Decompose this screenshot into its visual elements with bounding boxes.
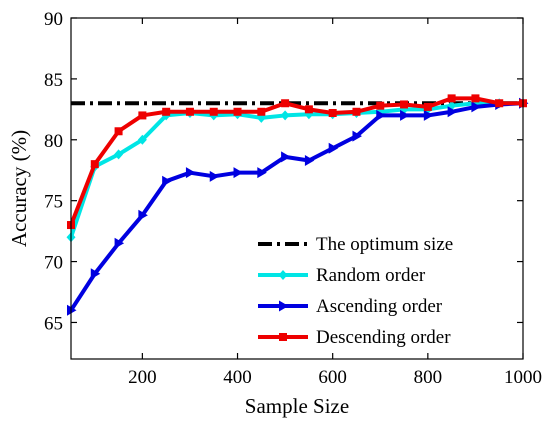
ascending-order-point: [471, 101, 481, 113]
legend-ascending-order-label: Ascending order: [316, 296, 443, 317]
ascending-order-point: [376, 109, 386, 121]
ascending-order-point: [138, 209, 148, 221]
y-tick-label: 70: [44, 253, 63, 274]
ascending-order-point: [447, 106, 458, 118]
descending-order-point: [138, 111, 147, 120]
y-axis-title: Accuracy (%): [7, 130, 31, 247]
series-group: [66, 94, 529, 316]
x-tick-label: 1000: [504, 367, 542, 388]
plot-frame: [70, 17, 524, 360]
ascending-order-point: [400, 109, 410, 121]
legend-descending-order-marker: [279, 333, 287, 341]
y-tick-label: 65: [44, 313, 63, 334]
x-tick-label: 800: [414, 367, 443, 388]
ascending-order-point: [67, 304, 77, 316]
legend: The optimum size Random order Ascending or…: [258, 234, 453, 348]
ascending-order-point: [90, 268, 101, 280]
ascending-order-point: [328, 142, 339, 154]
descending-order-point: [352, 107, 361, 116]
ascending-order-point: [114, 237, 125, 249]
ascending-order-point: [185, 167, 196, 179]
x-tick-label: 200: [128, 367, 157, 388]
descending-order-point: [90, 160, 99, 169]
ascending-order-point: [209, 170, 220, 182]
descending-order-point: [328, 108, 337, 117]
descending-order-point: [400, 100, 409, 109]
ascending-order-point: [281, 151, 291, 163]
legend-descending-order-label: Descending order: [316, 327, 451, 348]
ascending-order-point: [162, 175, 172, 187]
legend-ascending-order-marker: [279, 300, 289, 312]
descending-order-point: [281, 99, 290, 108]
x-axis-title: Sample Size: [245, 394, 349, 418]
legend-random-order-marker: [278, 270, 288, 280]
legend-optimum-label: The optimum size: [316, 234, 453, 255]
random-order-line: [69, 101, 523, 238]
y-tick-label: 80: [44, 131, 63, 152]
ascending-order-point: [233, 167, 244, 179]
random-order-point: [280, 110, 290, 121]
legend-random-order-label: Random order: [316, 265, 426, 286]
descending-order-point: [447, 94, 456, 103]
random-order-point: [114, 149, 124, 160]
descending-order-point: [114, 127, 123, 136]
ascending-order-point: [257, 167, 267, 179]
descending-order-point: [162, 107, 171, 116]
descending-order-point: [304, 105, 313, 114]
descending-order-point: [376, 101, 385, 110]
x-tick-label: 400: [223, 367, 252, 388]
descending-order-point: [185, 107, 194, 116]
descending-order-point: [209, 107, 218, 116]
y-tick-label: 90: [44, 9, 63, 30]
ascending-order-point: [423, 109, 434, 121]
descending-order-point: [257, 107, 266, 116]
descending-order-point: [423, 102, 432, 111]
y-tick-label: 75: [44, 192, 63, 213]
y-tick-label: 85: [44, 70, 63, 91]
ascending-order-point: [304, 154, 315, 166]
random-order-point: [137, 134, 147, 145]
ascending-order-series: [67, 97, 529, 316]
descending-order-point: [471, 94, 480, 103]
ascending-order-point: [352, 130, 362, 142]
ascending-order-line: [69, 101, 524, 312]
axes-group: 200 400 600 800 1000 65 70 75 80 85 90 Sample Size A…: [7, 9, 542, 418]
descending-order-point: [495, 99, 504, 108]
x-tick-label: 600: [318, 367, 347, 388]
descending-order-point: [233, 107, 242, 116]
